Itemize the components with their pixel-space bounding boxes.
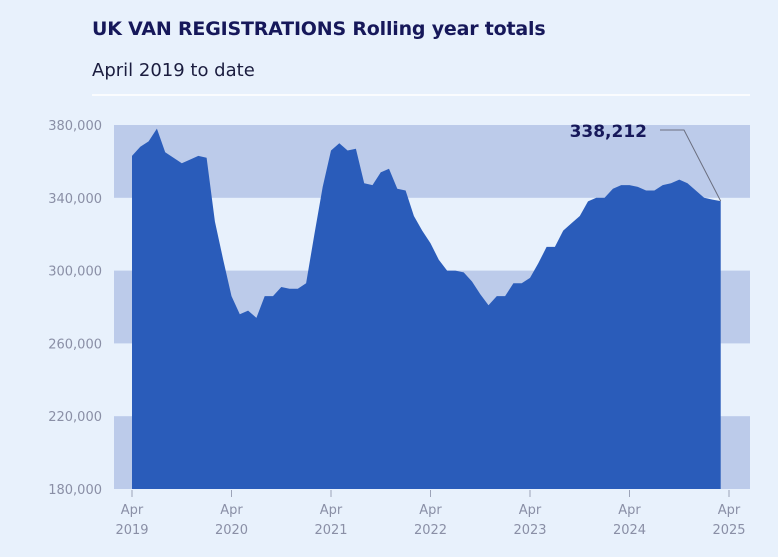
x-axis: Apr 2019 Apr 2020 Apr 2021 Apr 2022 Apr 2023 Apr 20… xyxy=(115,490,746,538)
chart-title: UK VAN REGISTRATIONS Rolling year totals xyxy=(92,18,546,40)
annotation-leader-line xyxy=(660,129,722,202)
x-tick-label: 2021 xyxy=(314,523,347,538)
y-tick-label: 260,000 xyxy=(48,337,102,352)
grid-band xyxy=(114,125,750,198)
chart-subtitle: April 2019 to date xyxy=(92,60,255,81)
x-tick-label: Apr xyxy=(718,503,741,518)
y-tick-label: 220,000 xyxy=(48,410,102,425)
x-tick-label: Apr xyxy=(220,503,243,518)
y-tick-label: 340,000 xyxy=(48,192,102,207)
annotation-label: 338,212 xyxy=(570,122,647,142)
x-tick-label: Apr xyxy=(320,503,343,518)
x-tick-label: 2019 xyxy=(115,523,148,538)
x-tick-label: Apr xyxy=(618,503,641,518)
series-area xyxy=(132,128,721,489)
y-tick-label: 300,000 xyxy=(48,265,102,280)
y-axis: 380,000 340,000 300,000 260,000 220,000 180,0… xyxy=(48,119,102,498)
y-tick-label: 380,000 xyxy=(48,119,102,134)
x-tick-label: 2022 xyxy=(414,523,447,538)
x-tick-label: 2024 xyxy=(613,523,646,538)
x-tick-label: Apr xyxy=(121,503,144,518)
x-tick-label: 2020 xyxy=(215,523,248,538)
annotation-layer: 338,212 xyxy=(570,122,722,202)
x-tick-label: Apr xyxy=(419,503,442,518)
area-layer xyxy=(132,128,721,489)
x-tick-label: 2025 xyxy=(712,523,745,538)
y-tick-label: 180,000 xyxy=(48,483,102,498)
x-tick-label: 2023 xyxy=(513,523,546,538)
x-tick-label: Apr xyxy=(519,503,542,518)
